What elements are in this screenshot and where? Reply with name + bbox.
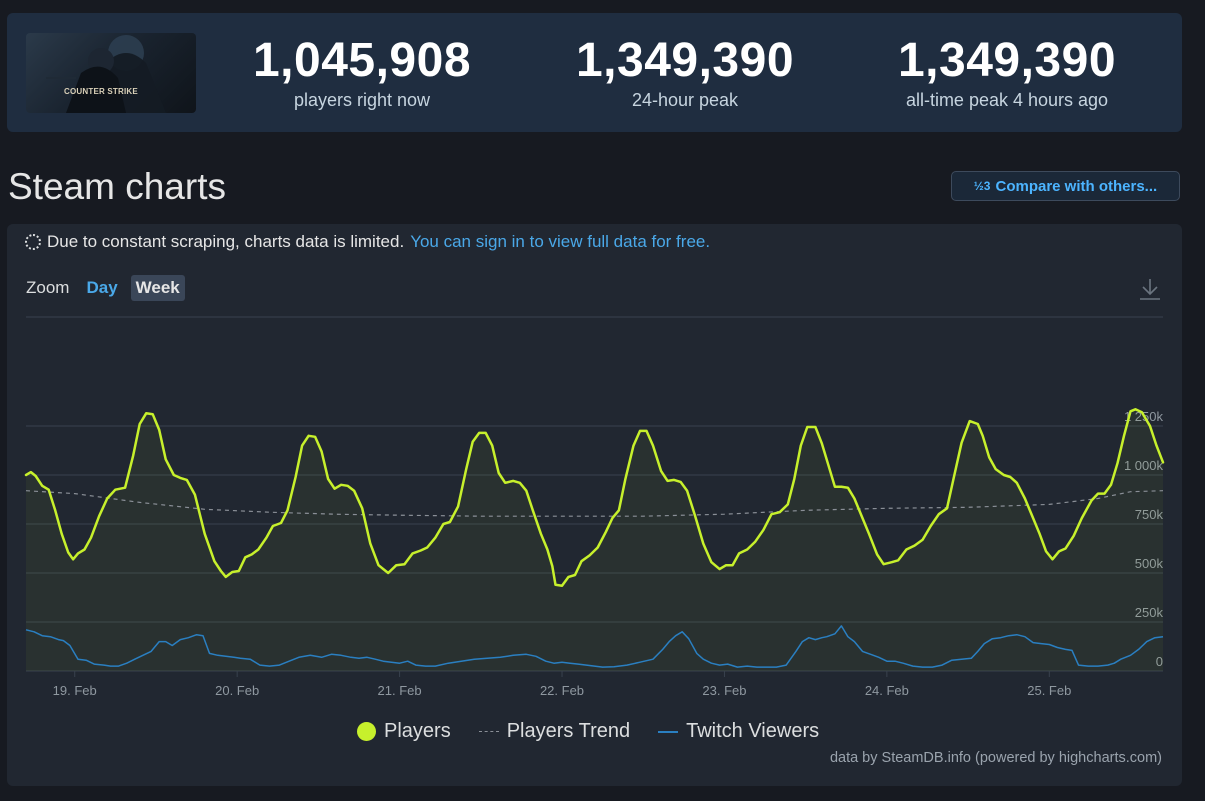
legend-players-marker bbox=[357, 722, 376, 741]
y-tick-label: 0 bbox=[1156, 654, 1163, 669]
page-title: Steam charts bbox=[8, 166, 226, 207]
x-axis-labels: 19. Feb 20. Feb 21. Feb 22. Feb 23. Feb 24. F… bbox=[53, 683, 1072, 698]
stat-label: 24-hour peak bbox=[631, 90, 739, 110]
stat-value: 1,045,908 bbox=[252, 34, 472, 87]
game-logo-text: COUNTER STRIKE bbox=[64, 87, 138, 96]
x-tick-label: 24. Feb bbox=[865, 683, 909, 698]
download-icon[interactable] bbox=[1138, 276, 1162, 302]
sign-in-link[interactable]: You can sign in to view full data for fr… bbox=[410, 232, 711, 251]
zoom-day-button[interactable]: Day bbox=[86, 278, 118, 297]
y-tick-label: 500k bbox=[1135, 556, 1164, 571]
zoom-week-button[interactable]: Week bbox=[130, 275, 185, 301]
chart-credits[interactable]: data by SteamDB.info (powered by highcha… bbox=[829, 750, 1162, 766]
compare-with-others-button[interactable]: ½3 Compare with others... bbox=[951, 171, 1180, 201]
stats-banner: COUNTER STRIKE 1,045,908 players right n… bbox=[7, 13, 1182, 132]
players-trend-line bbox=[25, 490, 1164, 517]
legend-trend-marker bbox=[478, 731, 499, 732]
stat-players-now: 1,045,908 players right now bbox=[212, 35, 512, 111]
legend-players-label: Players bbox=[384, 720, 451, 742]
y-tick-label: 750k bbox=[1135, 507, 1164, 522]
notice-text: Due to constant scraping, charts data is… bbox=[47, 232, 405, 251]
y-tick-label: 250k bbox=[1135, 605, 1164, 620]
loading-icon bbox=[25, 234, 41, 250]
legend-trend-label: Players Trend bbox=[506, 720, 631, 742]
legend-players[interactable]: Players bbox=[357, 720, 451, 743]
stat-label: players right now bbox=[293, 90, 431, 110]
stat-value: 1,349,390 bbox=[575, 34, 795, 87]
chart-series bbox=[24, 408, 1165, 671]
y-tick-label: 1 000k bbox=[1124, 458, 1164, 473]
x-tick-label: 21. Feb bbox=[378, 683, 422, 698]
stat-24h-peak: 1,349,390 24-hour peak bbox=[535, 35, 835, 111]
x-tick-label: 20. Feb bbox=[215, 683, 259, 698]
chart-panel: Due to constant scraping, charts data is… bbox=[7, 224, 1182, 786]
compare-button-label: Compare with others... bbox=[995, 177, 1158, 195]
legend-players-trend[interactable]: Players Trend bbox=[478, 720, 631, 743]
legend-twitch-label: Twitch Viewers bbox=[686, 720, 820, 742]
game-thumbnail[interactable]: COUNTER STRIKE bbox=[26, 33, 196, 113]
numbers-icon: ½3 bbox=[973, 179, 991, 193]
x-tick-label: 23. Feb bbox=[702, 683, 746, 698]
twitch-viewers-line bbox=[25, 625, 1164, 668]
chart-grid bbox=[26, 316, 1163, 677]
zoom-label: Zoom bbox=[26, 278, 70, 297]
legend-twitch-viewers[interactable]: Twitch Viewers bbox=[658, 720, 819, 743]
x-tick-label: 22. Feb bbox=[540, 683, 584, 698]
game-art bbox=[46, 35, 166, 113]
players-line bbox=[24, 408, 1165, 587]
x-tick-label: 19. Feb bbox=[53, 683, 97, 698]
x-tick-label: 25. Feb bbox=[1027, 683, 1071, 698]
data-limited-notice: Due to constant scraping, charts data is… bbox=[25, 232, 710, 252]
chart-legend: Players Players Trend Twitch Viewers bbox=[357, 720, 847, 743]
zoom-controls: Zoom Day Week bbox=[26, 275, 193, 301]
players-area bbox=[26, 409, 1163, 671]
stat-all-time-peak: 1,349,390 all-time peak 4 hours ago bbox=[857, 35, 1157, 111]
stat-label: all-time peak 4 hours ago bbox=[905, 90, 1109, 110]
legend-twitch-marker bbox=[658, 730, 679, 733]
stat-value: 1,349,390 bbox=[897, 34, 1117, 87]
